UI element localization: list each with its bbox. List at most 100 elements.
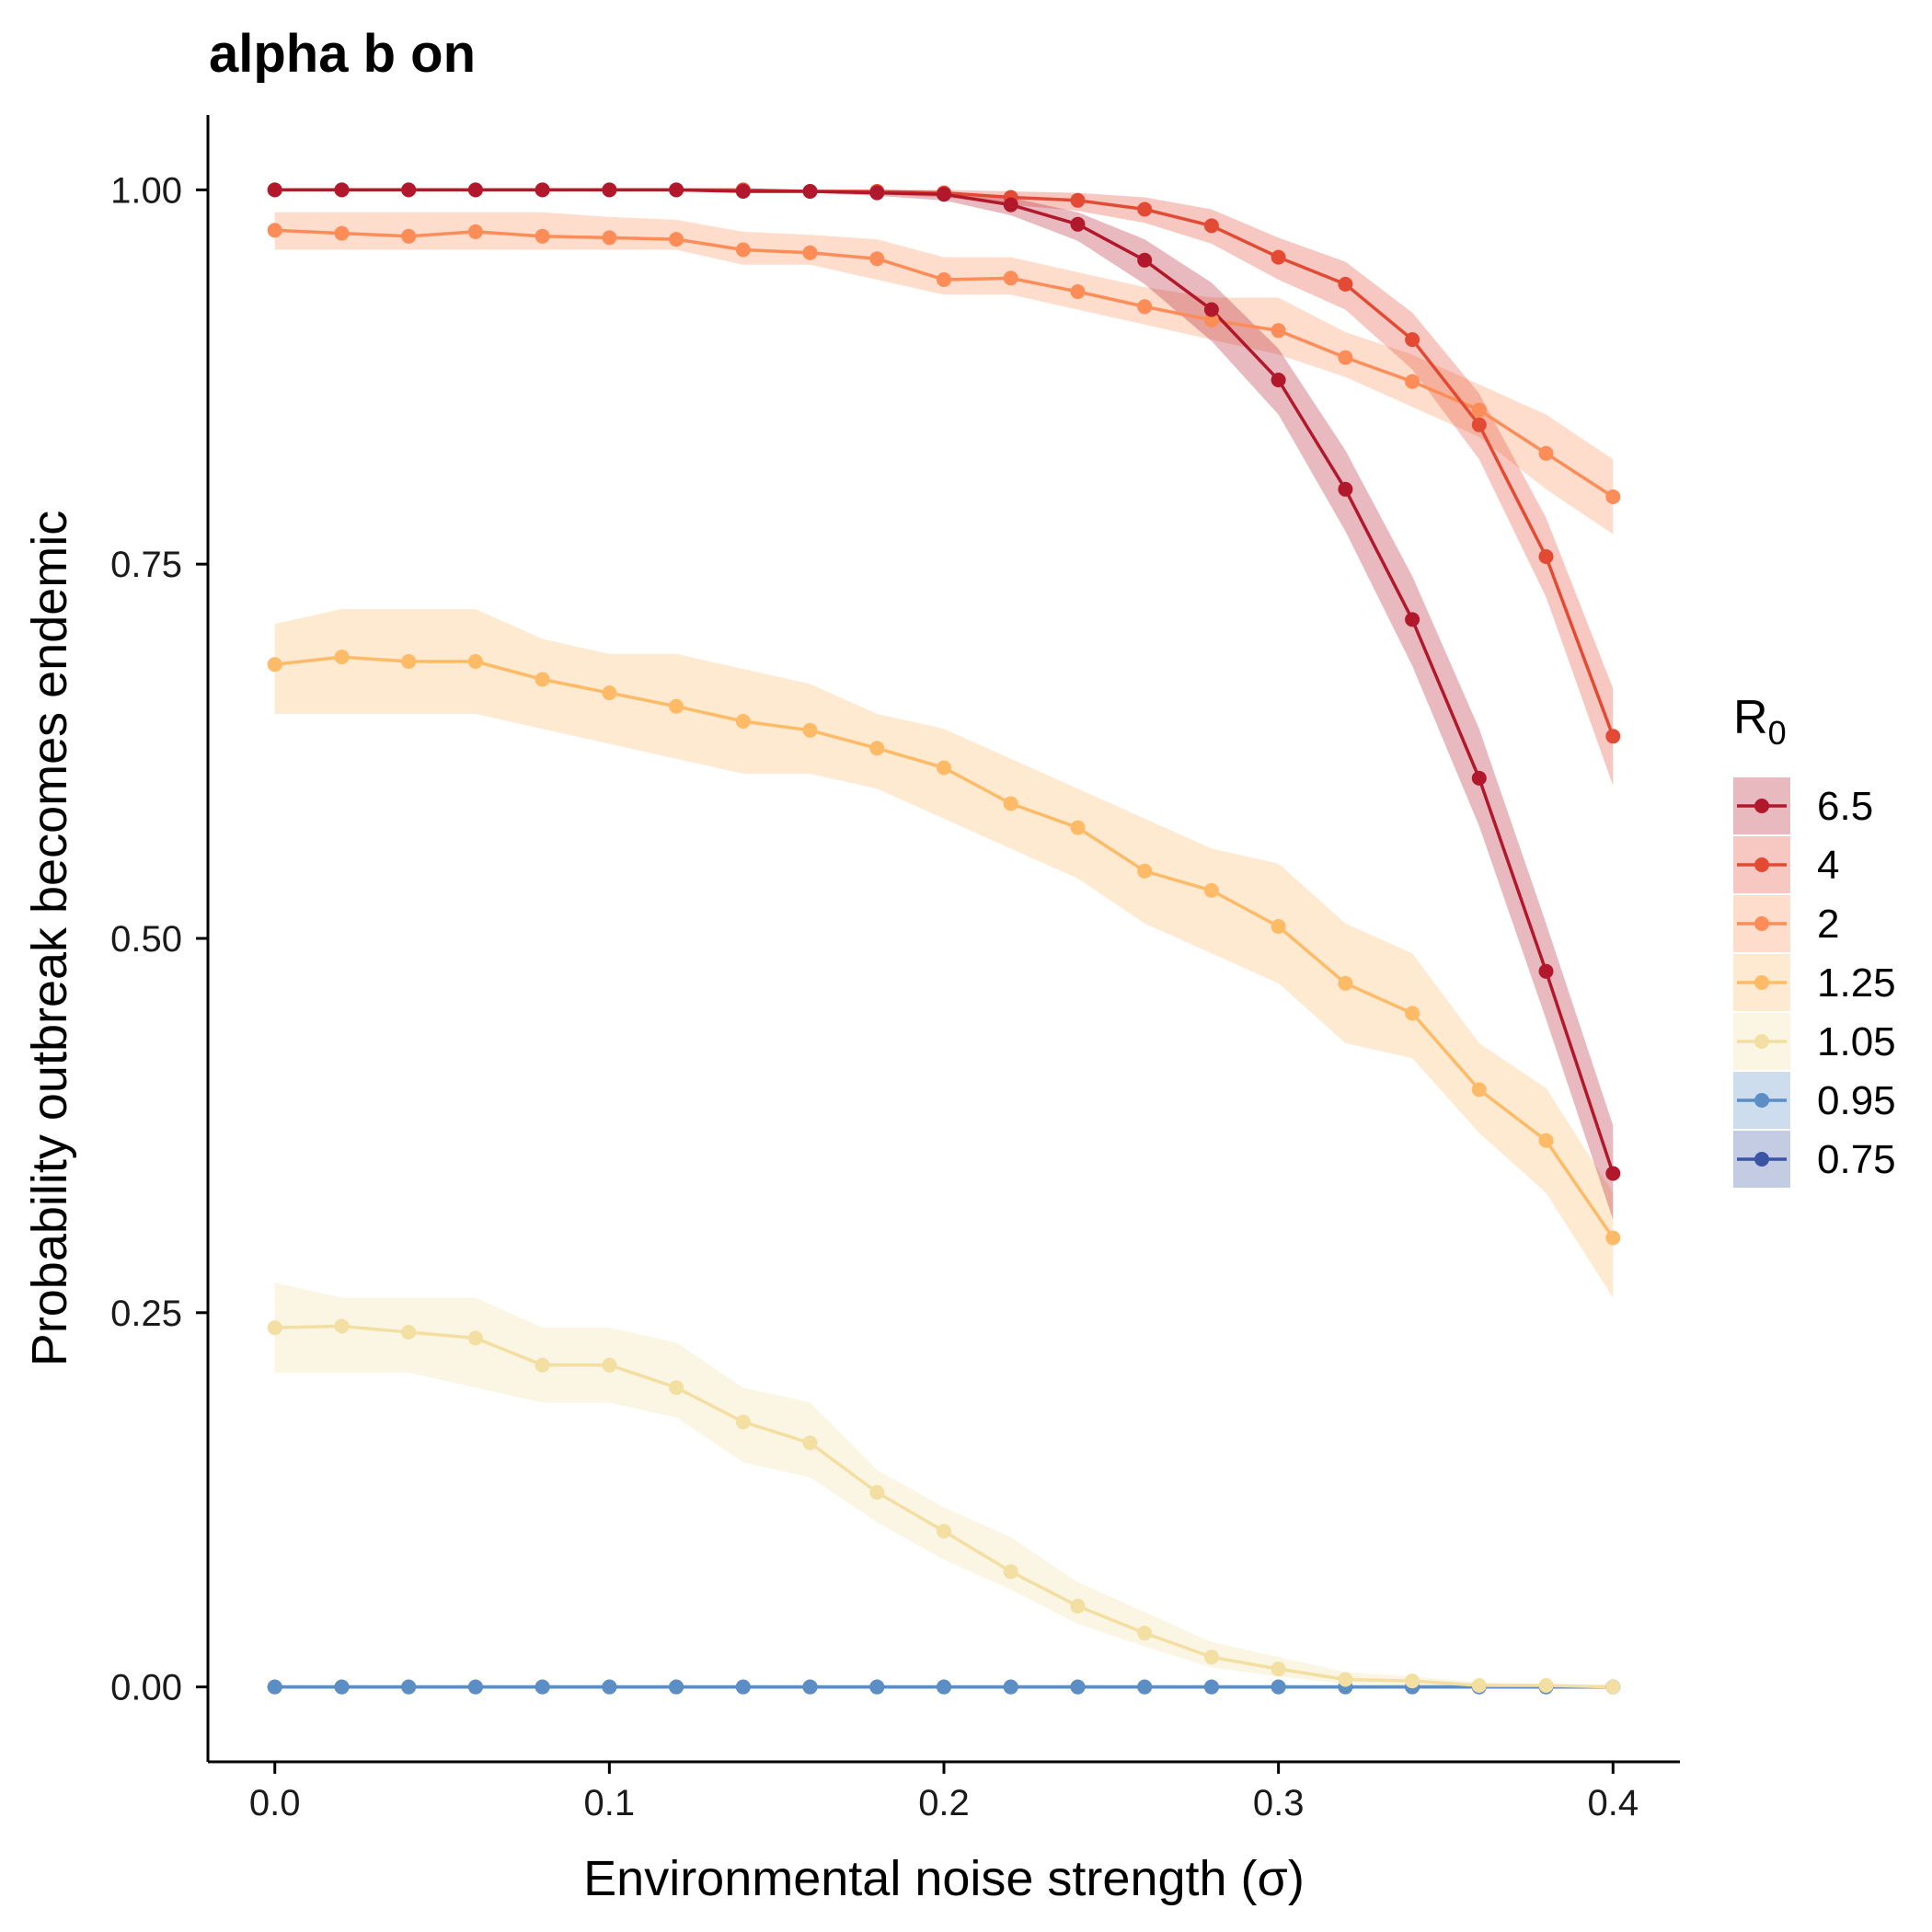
point-r0-1.05 xyxy=(1605,1679,1621,1695)
point-r0-1.25 xyxy=(802,722,818,738)
point-r0-1.25 xyxy=(1137,863,1153,879)
point-r0-1.25 xyxy=(1471,1082,1487,1098)
point-r0-2 xyxy=(401,228,417,244)
point-r0-6.5 xyxy=(1338,481,1353,497)
point-r0-6.5 xyxy=(869,185,885,201)
band-r0-1.25 xyxy=(274,609,1614,1298)
point-r0-2 xyxy=(1070,284,1086,299)
point-r0-2 xyxy=(267,223,282,238)
point-r0-1.05 xyxy=(1338,1672,1353,1687)
point-r0-2 xyxy=(1405,374,1420,389)
point-r0-0.95 xyxy=(937,1679,951,1695)
point-r0-6.5 xyxy=(401,182,417,198)
band-r0-2 xyxy=(274,212,1614,535)
point-r0-0.95 xyxy=(535,1679,550,1695)
point-r0-1.25 xyxy=(869,741,885,756)
point-r0-0.95 xyxy=(1203,1679,1219,1695)
point-r0-2 xyxy=(467,224,483,239)
point-r0-2 xyxy=(1471,402,1487,418)
point-r0-2 xyxy=(669,232,684,247)
point-r0-6.5 xyxy=(669,182,684,198)
legend-key-point xyxy=(1754,975,1769,990)
point-r0-2 xyxy=(1203,312,1219,328)
point-r0-1.05 xyxy=(869,1485,885,1501)
point-r0-1.05 xyxy=(602,1357,617,1373)
legend: R0 6.5 4 2 1.25 1.05 0.95 0.75 xyxy=(1733,691,1896,1188)
point-r0-0.95 xyxy=(602,1679,617,1695)
point-r0-1.25 xyxy=(1203,882,1219,898)
point-r0-4 xyxy=(1203,218,1219,234)
x-ticks: 0.0 0.1 0.2 0.3 0.4 xyxy=(249,1762,1639,1823)
legend-label-r0-0.75: 0.75 xyxy=(1817,1137,1896,1182)
point-r0-6.5 xyxy=(267,182,282,198)
legend-label-r0-0.95: 0.95 xyxy=(1817,1078,1896,1123)
x-tick-label: 0.1 xyxy=(584,1783,636,1823)
point-r0-1.05 xyxy=(669,1380,684,1396)
legend-key-point xyxy=(1754,1093,1769,1108)
y-tick-label: 0.25 xyxy=(110,1294,182,1334)
point-r0-6.5 xyxy=(1471,770,1487,786)
point-r0-0.95 xyxy=(1003,1679,1018,1695)
legend-key-point xyxy=(1754,799,1769,813)
point-r0-1.05 xyxy=(937,1524,951,1539)
point-r0-6.5 xyxy=(735,184,751,199)
series-lines xyxy=(274,188,1615,1689)
point-r0-1.05 xyxy=(535,1357,550,1373)
point-r0-6.5 xyxy=(1405,612,1420,627)
point-r0-2 xyxy=(1605,489,1621,504)
point-r0-1.25 xyxy=(267,657,282,673)
point-r0-1.05 xyxy=(1203,1650,1219,1665)
band-r0-1.05 xyxy=(274,1282,1614,1687)
point-r0-6.5 xyxy=(1605,1166,1621,1181)
point-r0-6.5 xyxy=(1271,373,1286,387)
point-r0-0.95 xyxy=(401,1679,417,1695)
legend-items: 6.5 4 2 1.25 1.05 0.95 0.75 xyxy=(1733,777,1896,1188)
point-r0-1.05 xyxy=(1405,1673,1420,1689)
legend-key-point xyxy=(1754,1034,1769,1049)
y-ticks: 0.00 0.25 0.50 0.75 1.00 xyxy=(110,170,208,1708)
point-r0-4 xyxy=(1070,192,1086,208)
legend-label-r0-4: 4 xyxy=(1817,843,1839,888)
point-r0-1.25 xyxy=(1003,796,1018,811)
point-r0-6.5 xyxy=(1203,302,1219,317)
x-tick-label: 0.3 xyxy=(1253,1783,1305,1823)
point-r0-1.05 xyxy=(802,1435,818,1451)
point-r0-6.5 xyxy=(334,182,350,198)
point-r0-4 xyxy=(1605,729,1621,744)
point-r0-6.5 xyxy=(467,182,483,198)
point-r0-2 xyxy=(1538,445,1554,461)
legend-title-subscript: 0 xyxy=(1768,714,1787,752)
point-r0-2 xyxy=(1137,299,1153,315)
point-r0-1.05 xyxy=(1471,1678,1487,1693)
series-points xyxy=(267,182,1621,1695)
point-r0-1.25 xyxy=(669,698,684,714)
point-r0-1.25 xyxy=(937,760,951,776)
point-r0-2 xyxy=(802,245,818,260)
legend-key-point xyxy=(1754,916,1769,931)
point-r0-6.5 xyxy=(535,182,550,198)
point-r0-0.95 xyxy=(802,1679,818,1695)
point-r0-1.25 xyxy=(1271,919,1286,934)
point-r0-2 xyxy=(1271,323,1286,339)
legend-label-r0-6.5: 6.5 xyxy=(1817,784,1873,829)
point-r0-2 xyxy=(535,228,550,244)
point-r0-1.25 xyxy=(1605,1230,1621,1246)
point-r0-2 xyxy=(334,225,350,241)
y-tick-label: 0.00 xyxy=(110,1668,182,1708)
point-r0-4 xyxy=(1471,417,1487,432)
point-r0-1.05 xyxy=(1137,1626,1153,1641)
point-r0-1.25 xyxy=(334,650,350,665)
point-r0-4 xyxy=(1271,249,1286,265)
point-r0-1.25 xyxy=(401,654,417,669)
point-r0-6.5 xyxy=(1003,197,1018,213)
point-r0-1.25 xyxy=(535,672,550,687)
point-r0-1.05 xyxy=(1538,1678,1554,1693)
point-r0-1.05 xyxy=(735,1414,751,1430)
point-r0-1.25 xyxy=(1405,1006,1420,1021)
legend-title-main: R xyxy=(1733,691,1768,744)
point-r0-4 xyxy=(1338,276,1353,292)
legend-label-r0-2: 2 xyxy=(1817,902,1839,947)
point-r0-2 xyxy=(937,272,951,287)
legend-title: R0 xyxy=(1733,691,1787,752)
